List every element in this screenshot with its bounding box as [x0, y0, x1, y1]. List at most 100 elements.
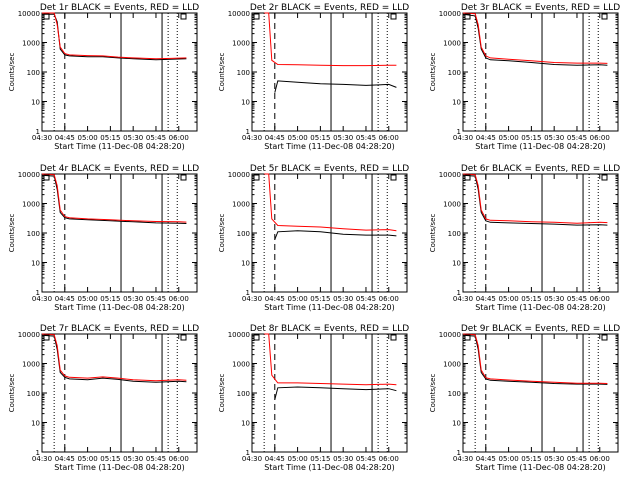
chart-panel-7: Det 7r BLACK = Events, RED = LLD 1 10 100 10… — [8, 324, 199, 472]
x-tick-label: 05:45 — [146, 295, 166, 303]
chart-panel-9: Det 9r BLACK = Events, RED = LLD 1 10 100 10… — [429, 324, 620, 472]
corner-marker — [601, 13, 608, 20]
y-tick-label: 10000 — [228, 10, 250, 18]
corner-marker — [253, 174, 260, 181]
y-tick-label: 100 — [448, 230, 461, 238]
x-axis-label: Start Time (11-Dec-08 04:28:20) — [475, 303, 606, 312]
series-line-events — [462, 13, 608, 66]
x-tick-label: 04:30 — [242, 295, 262, 303]
x-tick-label: 04:45 — [55, 134, 75, 142]
corner-marker — [43, 174, 50, 181]
x-tick-label: 04:30 — [32, 295, 52, 303]
y-tick-label: 10000 — [18, 171, 40, 179]
x-tick-label: 05:15 — [310, 295, 330, 303]
x-tick-label: 06:00 — [379, 134, 399, 142]
x-tick-label: 06:00 — [169, 295, 189, 303]
x-tick-label: 06:00 — [379, 295, 399, 303]
x-tick-label: 05:00 — [287, 295, 307, 303]
y-tick-label: 1000 — [443, 40, 461, 48]
x-tick-label: 05:15 — [310, 134, 330, 142]
chart-panel-2: Det 2r BLACK = Events, RED = LLD 1 10 100 10… — [218, 3, 409, 151]
chart-title: Det 7r BLACK = Events, RED = LLD — [40, 324, 199, 334]
x-tick-label: 05:45 — [356, 295, 376, 303]
y-tick-label: 10 — [31, 420, 40, 428]
y-tick-label: 1 — [457, 449, 461, 457]
x-tick-label: 05:00 — [498, 134, 518, 142]
x-tick-label: 05:45 — [146, 134, 166, 142]
y-axis-label: Counts/sec — [429, 214, 437, 253]
y-axis-label: Counts/sec — [218, 53, 226, 92]
corner-marker — [390, 174, 397, 181]
corner-marker — [601, 174, 608, 181]
y-tick-label: 100 — [27, 230, 40, 238]
x-tick-label: 06:00 — [590, 455, 610, 463]
y-tick-label: 100 — [27, 390, 40, 398]
y-axis-label: Counts/sec — [8, 374, 16, 413]
y-tick-label: 1 — [246, 289, 250, 297]
x-tick-label: 04:45 — [476, 134, 496, 142]
series-line-lld — [41, 173, 187, 223]
chart-title: Det 4r BLACK = Events, RED = LLD — [40, 164, 199, 174]
corner-marker — [180, 174, 187, 181]
x-tick-label: 04:30 — [453, 455, 473, 463]
chart-panel-8: Det 8r BLACK = Events, RED = LLD 1 10 100 10… — [218, 324, 409, 472]
x-tick-label: 05:15 — [521, 455, 541, 463]
y-tick-label: 10 — [241, 99, 250, 107]
chart-panel-1: Det 1r BLACK = Events, RED = LLD 1 10 100 10… — [8, 3, 199, 151]
x-tick-label: 05:00 — [498, 295, 518, 303]
series-line-lld — [41, 333, 187, 382]
x-tick-label: 05:45 — [567, 455, 587, 463]
y-tick-label: 10 — [452, 99, 461, 107]
y-axis-label: Counts/sec — [429, 53, 437, 92]
x-tick-label: 05:30 — [333, 134, 353, 142]
y-tick-label: 10000 — [439, 171, 461, 179]
x-tick-label: 04:30 — [242, 455, 262, 463]
x-tick-label: 04:45 — [265, 455, 285, 463]
y-tick-label: 10 — [452, 420, 461, 428]
y-tick-label: 10 — [452, 260, 461, 268]
x-axis-label: Start Time (11-Dec-08 04:28:20) — [264, 463, 395, 472]
chart-title: Det 9r BLACK = Events, RED = LLD — [461, 324, 620, 334]
y-tick-label: 100 — [237, 69, 250, 77]
x-tick-label: 05:45 — [567, 295, 587, 303]
chart-title: Det 3r BLACK = Events, RED = LLD — [461, 3, 620, 13]
corner-marker — [253, 13, 260, 20]
x-tick-label: 05:15 — [100, 455, 120, 463]
x-tick-label: 05:30 — [123, 455, 143, 463]
y-axis-label: Counts/sec — [8, 53, 16, 92]
x-tick-label: 06:00 — [590, 134, 610, 142]
series-line-events — [41, 174, 187, 224]
chart-title: Det 5r BLACK = Events, RED = LLD — [250, 164, 409, 174]
corner-marker — [464, 174, 471, 181]
y-tick-label: 100 — [237, 390, 250, 398]
series-line-events — [42, 13, 187, 61]
chart-title: Det 1r BLACK = Events, RED = LLD — [40, 3, 199, 13]
series-line-lld — [264, 173, 397, 232]
x-tick-label: 05:30 — [333, 295, 353, 303]
x-tick-label: 06:00 — [379, 455, 399, 463]
x-tick-label: 05:30 — [123, 295, 143, 303]
y-tick-label: 10000 — [439, 10, 461, 18]
y-tick-label: 1000 — [443, 361, 461, 369]
x-tick-label: 04:45 — [55, 295, 75, 303]
series-line-events — [274, 80, 397, 93]
x-tick-label: 05:30 — [544, 295, 564, 303]
y-axis-label: Counts/sec — [218, 214, 226, 253]
y-tick-label: 1 — [246, 449, 250, 457]
x-tick-label: 05:45 — [567, 134, 587, 142]
chart-title: Det 8r BLACK = Events, RED = LLD — [250, 324, 409, 334]
x-tick-label: 04:30 — [453, 295, 473, 303]
corner-marker — [253, 334, 260, 341]
x-axis-label: Start Time (11-Dec-08 04:28:20) — [264, 303, 395, 312]
x-tick-label: 05:15 — [521, 134, 541, 142]
corner-marker — [464, 334, 471, 341]
series-line-lld — [462, 333, 608, 384]
y-tick-label: 10 — [31, 260, 40, 268]
chart-panel-4: Det 4r BLACK = Events, RED = LLD 1 10 100 10… — [8, 164, 199, 312]
x-tick-label: 05:00 — [77, 134, 97, 142]
corner-marker — [43, 334, 50, 341]
y-tick-label: 100 — [27, 69, 40, 77]
y-tick-label: 1000 — [232, 40, 250, 48]
y-tick-label: 10000 — [18, 331, 40, 339]
